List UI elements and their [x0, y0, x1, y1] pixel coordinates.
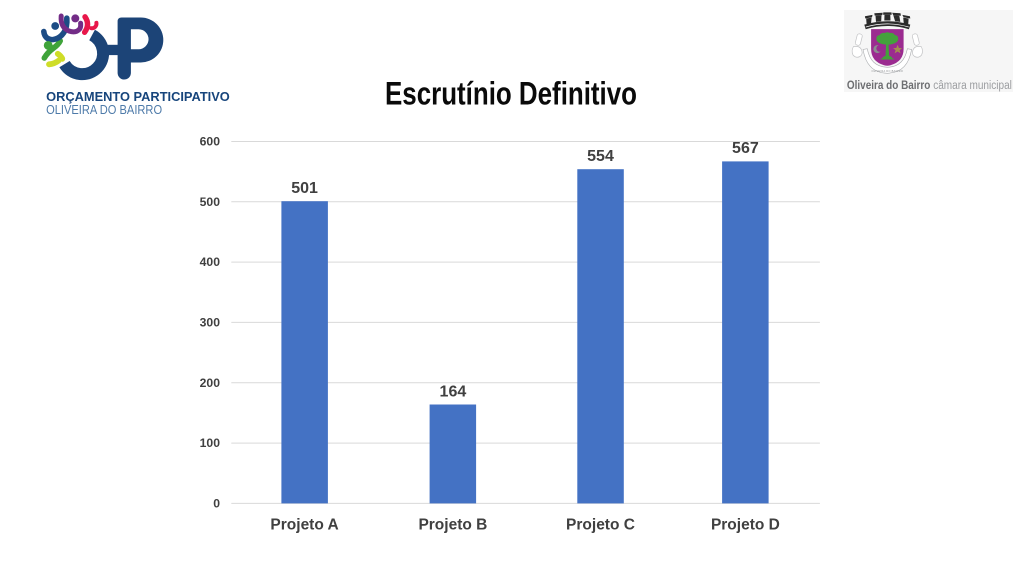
svg-text:500: 500 — [200, 195, 221, 209]
svg-text:ORÇAMENTO PARTICIPATIVO: ORÇAMENTO PARTICIPATIVO — [46, 90, 230, 104]
svg-text:Projeto C: Projeto C — [566, 517, 635, 534]
svg-text:600: 600 — [200, 135, 221, 149]
svg-text:164: 164 — [440, 383, 467, 400]
svg-text:Escrutínio Definitivo: Escrutínio Definitivo — [385, 76, 637, 112]
svg-text:Projeto B: Projeto B — [418, 517, 487, 534]
svg-text:100: 100 — [200, 436, 221, 450]
svg-text:400: 400 — [200, 255, 221, 269]
svg-text:OLIVEIRA DO BAIRRO: OLIVEIRA DO BAIRRO — [46, 103, 162, 117]
svg-text:0: 0 — [213, 496, 220, 510]
svg-text:OLIVEIRA DO BAIRRO: OLIVEIRA DO BAIRRO — [871, 69, 903, 73]
svg-text:200: 200 — [200, 376, 221, 390]
svg-text:567: 567 — [732, 140, 759, 157]
svg-text:Projeto A: Projeto A — [270, 517, 338, 534]
svg-text:554: 554 — [587, 148, 614, 165]
svg-text:300: 300 — [200, 315, 221, 329]
svg-text:Projeto D: Projeto D — [711, 517, 780, 534]
svg-text:câmara municipal: câmara municipal — [933, 80, 1012, 92]
svg-text:Oliveira do Bairro: Oliveira do Bairro — [847, 80, 931, 92]
svg-text:501: 501 — [291, 180, 318, 197]
